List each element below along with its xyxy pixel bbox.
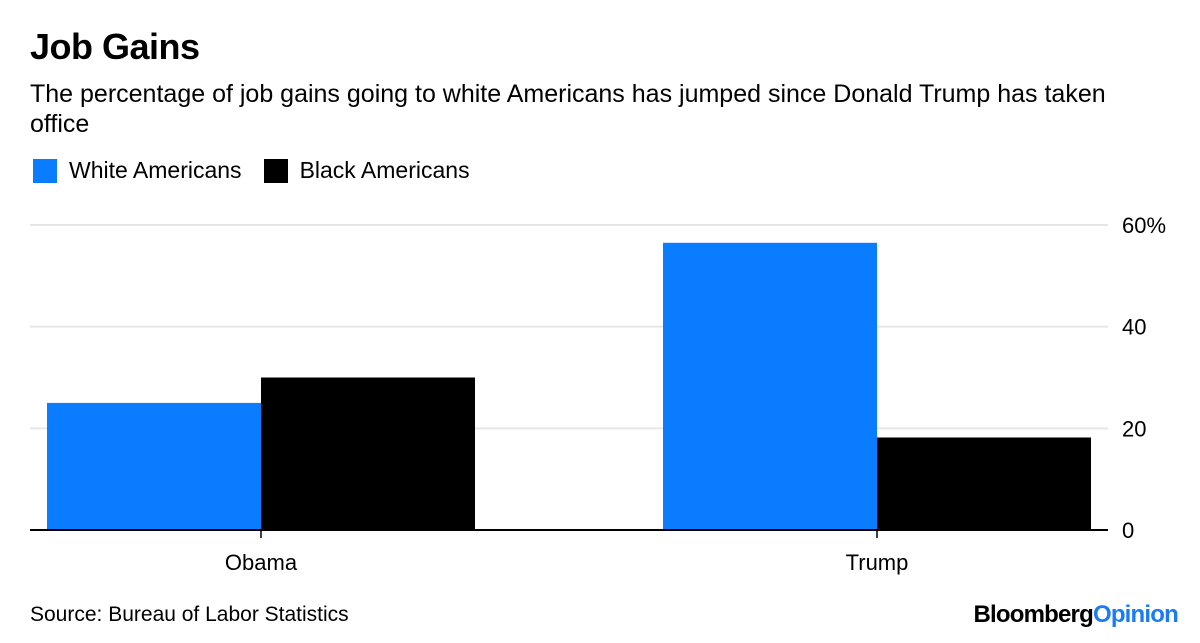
y-tick-label-0: 0 <box>1122 518 1134 543</box>
bar-white-americans-obama <box>47 402 261 530</box>
bar-black-americans-obama <box>261 377 475 530</box>
brand-logo: BloombergOpinion <box>973 601 1178 629</box>
brand-bloomberg: Bloomberg <box>973 601 1093 628</box>
legend-swatch-white <box>33 158 57 183</box>
y-tick-label-60: 60% <box>1122 213 1166 238</box>
y-tick-label-40: 40 <box>1122 315 1146 340</box>
legend-item-black: Black Americans <box>263 157 470 184</box>
legend-item-white: White Americans <box>33 157 242 184</box>
chart-title: Job Gains <box>30 26 200 67</box>
legend-label-white: White Americans <box>69 157 242 183</box>
source-note: Source: Bureau of Labor Statistics <box>30 603 349 626</box>
legend: White Americans Black Americans <box>33 157 492 184</box>
x-tick-label-trump: Trump <box>846 550 909 575</box>
brand-opinion: Opinion <box>1092 601 1179 628</box>
x-tick-label-obama: Obama <box>225 550 298 575</box>
legend-label-black: Black Americans <box>299 157 470 183</box>
bar-white-americans-trump <box>663 242 877 530</box>
y-tick-label-20: 20 <box>1122 416 1146 441</box>
chart-subtitle: The percentage of job gains going to whi… <box>30 80 1106 138</box>
legend-swatch-black <box>263 158 288 183</box>
bar-black-americans-trump <box>877 437 1091 530</box>
